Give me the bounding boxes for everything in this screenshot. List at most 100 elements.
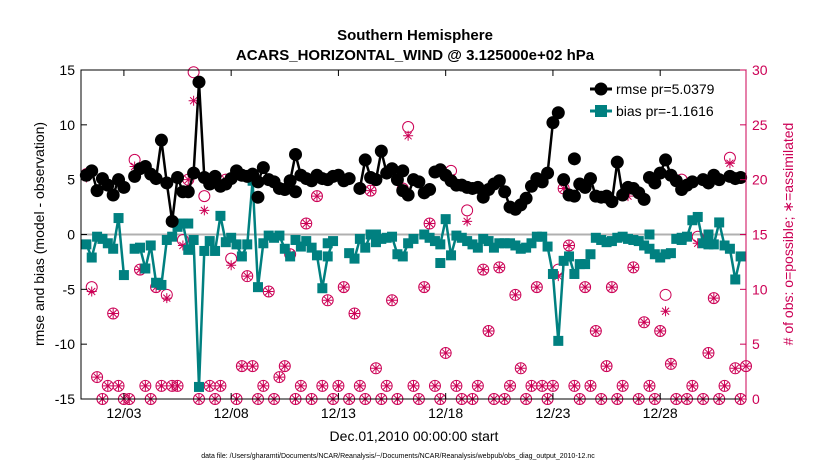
obs-assimilated-marker — [102, 380, 113, 391]
bias-point — [381, 232, 392, 243]
obs-assimilated-marker — [564, 240, 575, 251]
rmse-point — [208, 169, 222, 183]
obs-assimilated-marker — [188, 95, 199, 106]
obs-possible-marker — [294, 379, 307, 392]
obs-assimilated-marker — [628, 262, 639, 273]
rmse-point — [610, 155, 624, 169]
bias-point — [140, 263, 151, 274]
obs-assimilated-marker — [140, 380, 151, 391]
y-tick-label-right: 0 — [752, 391, 760, 407]
obs-possible-marker — [654, 325, 667, 338]
bias-point — [564, 251, 575, 262]
obs-assimilated-marker — [585, 380, 596, 391]
obs-possible-marker — [605, 281, 618, 294]
y-tick-label-right: 15 — [752, 227, 768, 243]
bias-point — [719, 240, 730, 251]
x-tick-label: 12/08 — [214, 405, 249, 421]
bias-point — [215, 210, 226, 221]
bias-point — [376, 233, 387, 244]
rmse-point — [412, 175, 426, 189]
obs-assimilated-marker — [515, 363, 526, 374]
bias-point — [510, 240, 521, 251]
obs-assimilated-marker — [558, 183, 569, 194]
bias-point — [724, 243, 735, 254]
obs-assimilated-marker — [703, 347, 714, 358]
rmse-point — [353, 181, 367, 195]
bias-point — [735, 251, 746, 262]
bias-point — [204, 236, 215, 247]
obs-possible-marker — [638, 316, 651, 329]
bias-point — [301, 236, 312, 247]
rmse-point — [106, 188, 120, 202]
obs-assimilated-marker — [537, 380, 548, 391]
bias-point — [628, 234, 639, 245]
bias-point — [236, 251, 247, 262]
y-tick-label-left: 10 — [59, 117, 75, 133]
obs-possible-marker — [659, 288, 672, 301]
obs-assimilated-marker — [580, 282, 591, 293]
bias-point — [553, 335, 564, 346]
obs-possible-marker — [423, 217, 436, 230]
obs-possible-marker — [257, 379, 270, 392]
bias-point — [279, 243, 290, 254]
bias-point — [521, 242, 532, 253]
chart-title: Southern Hemisphere — [337, 27, 493, 44]
bias-point — [231, 239, 242, 250]
obs-possible-marker — [579, 281, 592, 294]
obs-assimilated-marker — [724, 158, 735, 169]
bias-point — [531, 231, 542, 242]
rmse-point — [90, 184, 104, 198]
bias-point — [290, 234, 301, 245]
x-tick-label: 12/13 — [321, 405, 356, 421]
bias-point — [199, 245, 210, 256]
obs-assimilated-marker — [419, 282, 430, 293]
obs-assimilated-marker — [333, 380, 344, 391]
rmse-point — [171, 170, 185, 184]
rmse-point — [401, 188, 415, 202]
obs-assimilated-marker — [134, 264, 145, 275]
y-tick-label-left: 15 — [59, 62, 75, 78]
obs-possible-marker — [310, 190, 323, 203]
obs-possible-marker — [686, 379, 699, 392]
bias-point — [649, 249, 660, 260]
obs-assimilated-marker — [553, 271, 564, 282]
bias-point — [617, 231, 628, 242]
obs-possible-marker — [477, 263, 490, 276]
obs-possible-marker — [380, 379, 393, 392]
bias-point — [558, 255, 569, 266]
bias-point — [569, 268, 580, 279]
obs-assimilated-marker — [274, 372, 285, 383]
chart-subtitle: ACARS_HORIZONTAL_WIND @ 3.125000e+02 hPa — [236, 47, 595, 64]
obs-possible-marker — [439, 346, 452, 359]
obs-assimilated-marker — [236, 361, 247, 372]
obs-assimilated-marker — [258, 380, 269, 391]
obs-assimilated-marker — [108, 308, 119, 319]
legend-rmse-marker — [594, 82, 608, 96]
obs-assimilated-marker — [451, 380, 462, 391]
bias-point — [703, 229, 714, 240]
bias-point — [349, 253, 360, 264]
rmse-point — [369, 173, 383, 187]
rmse-point — [101, 178, 115, 192]
y-tick-label-left: -5 — [63, 281, 76, 297]
obs-assimilated-marker — [317, 380, 328, 391]
bias-point — [151, 277, 162, 288]
rmse-point — [396, 164, 410, 178]
obs-possible-marker — [493, 261, 506, 274]
bias-point — [590, 232, 601, 243]
bias-point — [682, 231, 693, 242]
bias-point — [322, 251, 333, 262]
y-tick-label-left: 5 — [67, 172, 75, 188]
bias-point — [274, 230, 285, 241]
obs-assimilated-marker — [665, 358, 676, 369]
bias-point — [671, 233, 682, 244]
bias-point — [596, 234, 607, 245]
rmse-point — [659, 153, 673, 167]
obs-assimilated-marker — [483, 326, 494, 337]
bias-point — [183, 244, 194, 255]
bias-point — [692, 211, 703, 222]
obs-possible-marker — [321, 294, 334, 307]
obs-assimilated-marker — [708, 293, 719, 304]
obs-possible-marker — [707, 292, 720, 305]
obs-assimilated-marker — [247, 361, 258, 372]
